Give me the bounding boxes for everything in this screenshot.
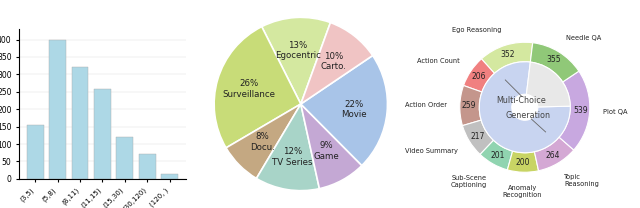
Wedge shape: [463, 120, 493, 155]
Text: 201: 201: [490, 151, 504, 160]
Wedge shape: [460, 85, 482, 126]
Text: Anomaly
Recognition: Anomaly Recognition: [503, 185, 542, 198]
Text: 217: 217: [470, 132, 484, 141]
Bar: [94, 89, 111, 179]
Wedge shape: [481, 42, 532, 73]
Bar: [161, 174, 178, 179]
Text: 355: 355: [547, 56, 561, 64]
Text: Sub-Scene
Captioning: Sub-Scene Captioning: [450, 175, 486, 188]
Wedge shape: [480, 140, 513, 170]
Text: Topic
Reasoning: Topic Reasoning: [564, 175, 599, 187]
Wedge shape: [257, 104, 319, 191]
Text: 259: 259: [462, 101, 477, 110]
Text: 26%
Surveillance: 26% Surveillance: [223, 79, 276, 99]
Text: Action Order: Action Order: [405, 102, 447, 108]
Text: 13%
Egocentric: 13% Egocentric: [275, 41, 321, 60]
Text: Plot QA: Plot QA: [603, 109, 627, 115]
Wedge shape: [531, 43, 579, 82]
Wedge shape: [262, 17, 330, 104]
Wedge shape: [508, 151, 539, 172]
Wedge shape: [301, 56, 387, 166]
Text: 206: 206: [472, 72, 486, 81]
Bar: [116, 137, 133, 179]
Wedge shape: [463, 59, 495, 92]
Wedge shape: [301, 22, 372, 104]
Text: 9%
Game: 9% Game: [314, 141, 339, 161]
Text: Multi-Choice: Multi-Choice: [497, 96, 547, 105]
Text: 22%
Movie: 22% Movie: [342, 100, 367, 119]
Text: Action Count: Action Count: [417, 58, 460, 64]
Text: 8%
Docu.: 8% Docu.: [250, 132, 275, 152]
Text: Video Summary: Video Summary: [405, 148, 458, 154]
Wedge shape: [226, 104, 301, 178]
Wedge shape: [479, 62, 570, 153]
Wedge shape: [214, 27, 301, 148]
Text: Ego Reasoning: Ego Reasoning: [452, 27, 501, 33]
Text: 12%
TV Series: 12% TV Series: [272, 147, 312, 167]
Bar: [49, 40, 66, 179]
Text: 539: 539: [573, 106, 588, 115]
Wedge shape: [301, 104, 362, 189]
Text: 10%
Carto.: 10% Carto.: [321, 52, 347, 71]
Wedge shape: [559, 71, 590, 150]
Wedge shape: [534, 137, 574, 171]
Bar: [139, 154, 156, 179]
Bar: [72, 67, 88, 179]
Text: Generation: Generation: [506, 110, 550, 120]
Wedge shape: [526, 62, 570, 107]
Text: 352: 352: [501, 50, 515, 59]
Bar: [27, 125, 44, 179]
Text: Needle QA: Needle QA: [566, 35, 601, 41]
Text: 264: 264: [546, 151, 560, 160]
Text: 200: 200: [516, 158, 531, 167]
